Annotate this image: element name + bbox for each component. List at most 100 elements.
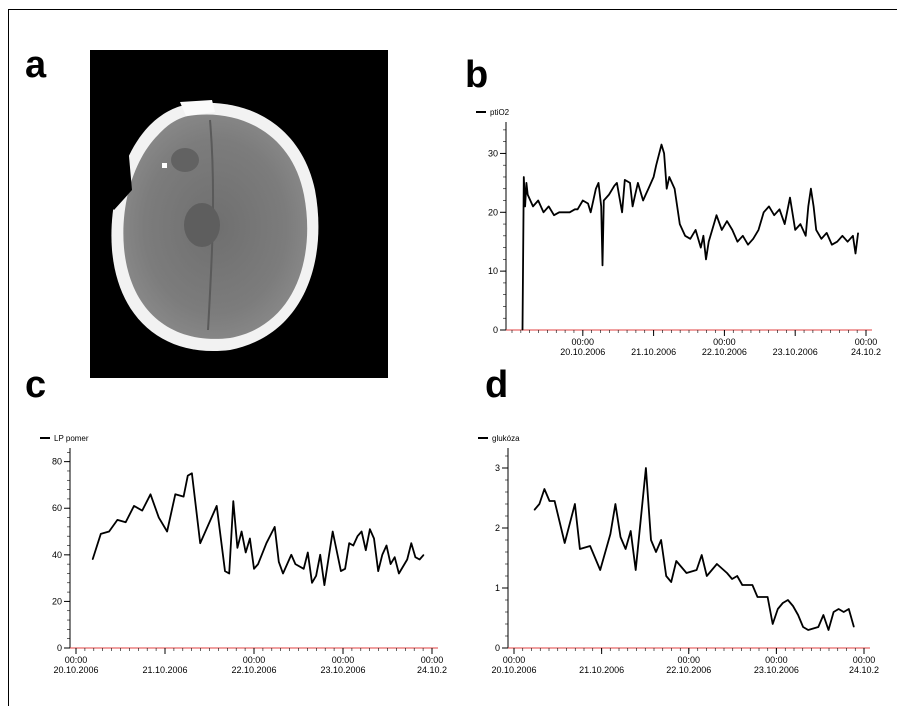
x-tick-date-label: 21.10.2006 [631,347,676,357]
data-point [828,629,829,631]
data-point [527,194,529,196]
data-point [332,531,334,532]
data-point [394,556,396,558]
data-point [563,211,565,213]
data-point [777,608,779,610]
y-tick-label: 0 [493,325,498,335]
data-point [554,500,556,502]
data-point [579,548,581,550]
y-tick-label: 0 [495,643,500,653]
data-point [635,569,637,571]
data-point [675,560,677,562]
data-point [406,559,408,560]
y-tick-label: 20 [52,596,62,606]
data-point [603,200,605,201]
data-point [679,223,681,225]
data-point [236,547,238,549]
x-tick-time-label: 00:00 [713,337,736,347]
data-point [773,214,775,216]
data-point [315,575,317,577]
data-point [125,521,127,523]
x-tick-date-label: 22.10.2006 [666,665,711,675]
data-point [525,182,527,184]
data-point [642,200,644,201]
data-point [537,200,539,201]
data-point [843,611,845,613]
data-point [742,235,744,237]
data-point [647,188,649,190]
x-tick-date-label: 20.10.2006 [560,347,605,357]
data-point [414,556,416,558]
data-point [772,623,774,625]
panel-label-b: b [465,54,489,96]
data-point [855,253,856,254]
data-point [655,551,657,553]
data-point [645,194,647,196]
frontal-lesion [171,148,199,172]
x-tick-time-label: 00:00 [421,655,444,665]
y-tick-label: 2 [495,523,500,533]
data-point [757,596,758,598]
x-tick-date-label: 23.10.2006 [754,665,799,675]
hypodense-lesion [184,203,220,247]
x-tick-date-label: 22.10.2006 [231,665,276,675]
data-point [278,561,280,563]
data-point [265,542,267,544]
data-point [158,517,160,519]
data-point [666,188,668,190]
data-point [564,542,566,544]
data-point [423,554,425,556]
data-point [344,568,346,570]
data-point [373,538,375,539]
data-point [524,205,526,207]
data-point [632,205,634,207]
data-point [311,582,313,584]
data-point [232,500,234,502]
x-tick-date-label: 23.10.2006 [773,347,818,357]
data-point [853,626,855,628]
y-tick-label: 1 [495,583,500,593]
data-point [831,244,833,246]
data-point [100,533,102,535]
data-point [634,194,636,196]
data-point [587,203,589,204]
data-point [569,211,571,213]
x-tick-date-label: 23.10.2006 [320,665,365,675]
data-point [686,572,687,574]
x-tick-date-label: 21.10.2006 [579,665,624,675]
data-point [813,205,815,207]
data-point [670,581,672,583]
data-point [716,563,718,565]
data-point [700,247,702,249]
data-point [410,542,412,544]
data-point [228,573,230,574]
data-point [386,545,387,546]
data-point [303,568,305,570]
data-point [653,176,655,178]
data-point [630,530,632,532]
data-point [696,569,698,571]
data-point [799,223,801,225]
data-point [274,526,276,528]
data-point [857,232,859,234]
data-point [726,572,728,574]
data-point [574,208,576,210]
data-point [797,614,799,616]
data-point [637,182,639,184]
data-point [369,528,371,530]
data-point [150,493,151,495]
data-point [294,563,296,565]
y-tick-label: 60 [52,503,62,513]
data-point [789,197,791,199]
data-point [665,575,667,577]
data-point [684,235,686,237]
y-tick-label: 20 [488,207,498,217]
data-point [701,554,703,556]
data-point [377,570,379,572]
data-point [661,144,662,146]
y-tick-label: 30 [488,148,498,158]
data-point [533,509,535,511]
bright-fragment [162,163,167,168]
